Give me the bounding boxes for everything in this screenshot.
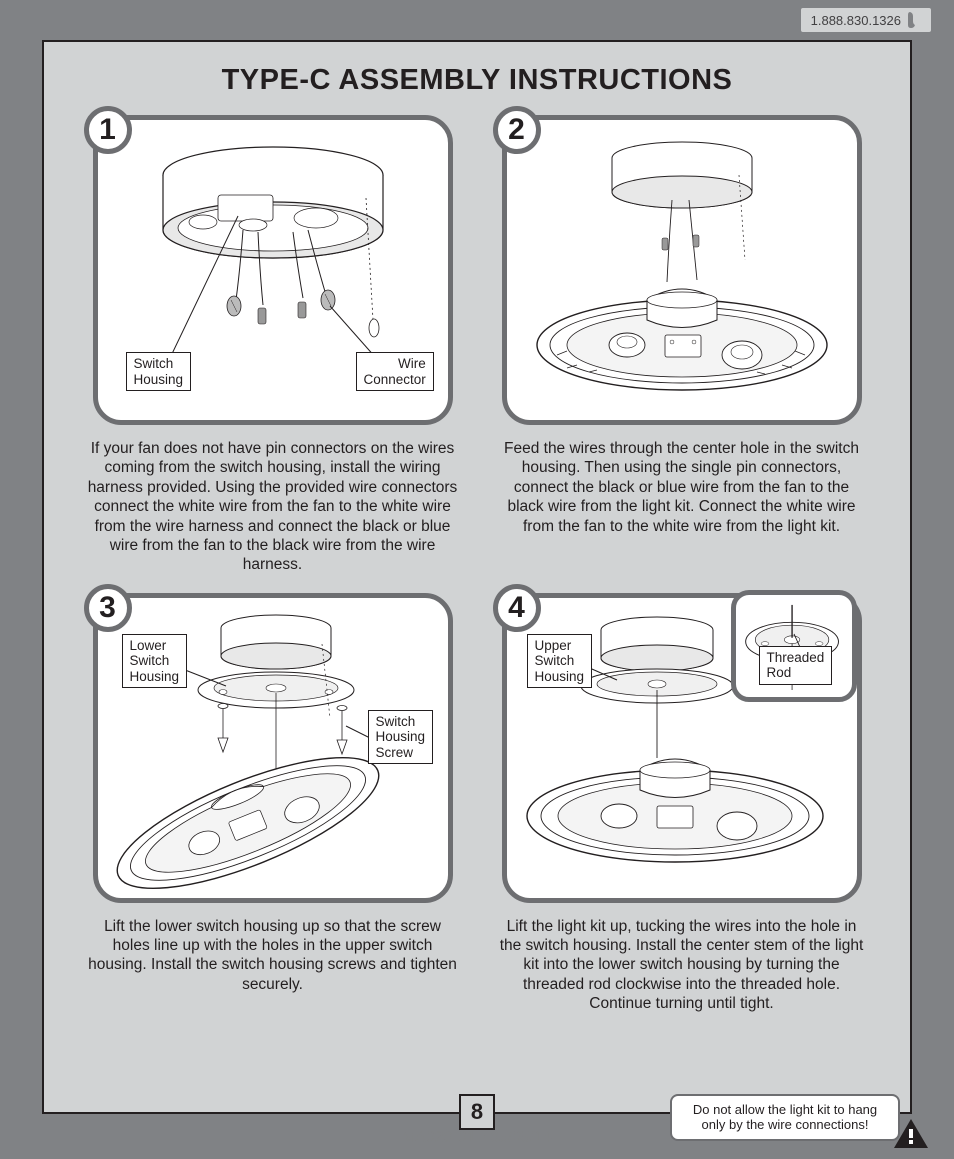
step-panel-4: 4 xyxy=(502,593,862,903)
label-lower-switch-housing: LowerSwitchHousing xyxy=(122,634,188,689)
step-cell-2: 2 xyxy=(491,115,872,575)
step-badge-4: 4 xyxy=(493,584,541,632)
page-number-badge: 8 xyxy=(459,1094,495,1130)
phone-icon xyxy=(907,11,921,29)
step-caption-3: Lift the lower switch housing up so that… xyxy=(88,917,458,995)
step-caption-4: Lift the light kit up, tucking the wires… xyxy=(497,917,867,1014)
step-panel-1: 1 xyxy=(93,115,453,425)
label-upper-switch-housing: UpperSwitchHousing xyxy=(527,634,593,689)
step-panel-3: 3 xyxy=(93,593,453,903)
step-caption-2: Feed the wires through the center hole i… xyxy=(497,439,867,536)
diagram-2 xyxy=(507,120,857,420)
label-switch-housing: SwitchHousing xyxy=(126,352,192,391)
warning-callout: Do not allow the light kit to hang only … xyxy=(670,1094,900,1141)
step-badge-1: 1 xyxy=(84,106,132,154)
label-switch-housing-screw: SwitchHousingScrew xyxy=(368,710,434,765)
step-cell-3: 3 xyxy=(82,593,463,1014)
label-threaded-rod: ThreadedRod xyxy=(759,646,833,685)
step-cell-4: 4 xyxy=(491,593,872,1014)
page-frame: TYPE-C ASSEMBLY INSTRUCTIONS 1 xyxy=(42,40,912,1114)
phone-number-tab: 1.888.830.1326 xyxy=(800,7,932,33)
step-caption-1: If your fan does not have pin connectors… xyxy=(88,439,458,575)
step-panel-2: 2 xyxy=(502,115,862,425)
step-badge-2: 2 xyxy=(493,106,541,154)
page-title: TYPE-C ASSEMBLY INSTRUCTIONS xyxy=(44,64,910,97)
step-badge-3: 3 xyxy=(84,584,132,632)
step-cell-1: 1 xyxy=(82,115,463,575)
warning-icon xyxy=(892,1117,930,1151)
steps-grid: 1 xyxy=(44,115,910,1014)
phone-number: 1.888.830.1326 xyxy=(811,13,901,28)
label-wire-connector: WireConnector xyxy=(356,352,434,391)
